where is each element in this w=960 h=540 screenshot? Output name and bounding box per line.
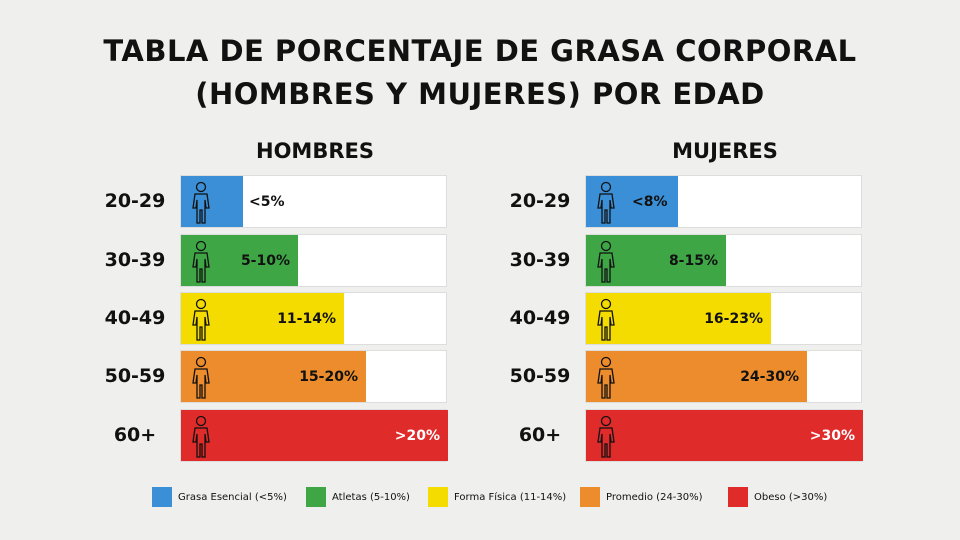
bar-label: 11-14% [277, 311, 336, 327]
bar-track: >30% [585, 409, 863, 462]
bar-label: <5% [249, 194, 285, 210]
bar-track: 8-15% [585, 234, 862, 287]
bar-label: <8% [632, 194, 668, 210]
bar [586, 293, 771, 344]
bar-track: >20% [180, 409, 448, 462]
legend-item: Atletas (5-10%) [306, 487, 410, 507]
legend-item: Obeso (>30%) [728, 487, 827, 507]
person-icon [192, 298, 210, 341]
legend-label: Atletas (5-10%) [332, 491, 410, 503]
age-label: 20-29 [104, 190, 166, 212]
person-icon [192, 181, 210, 224]
person-icon [597, 298, 615, 341]
age-label: 30-39 [509, 249, 571, 271]
bar-label: 15-20% [299, 369, 358, 385]
bar [586, 176, 678, 227]
bar-track: 24-30% [585, 350, 862, 403]
bar-track: <5% [180, 175, 447, 228]
legend-swatch [306, 487, 326, 507]
age-label: 40-49 [509, 307, 571, 329]
bar-label: >30% [809, 428, 855, 444]
panel-title: HOMBRES [256, 139, 374, 163]
age-label: 50-59 [104, 365, 166, 387]
person-icon [597, 356, 615, 399]
legend-swatch [152, 487, 172, 507]
age-label: 60+ [518, 424, 562, 446]
legend-swatch [728, 487, 748, 507]
title: TABLA DE PORCENTAJE DE GRASA CORPORAL [103, 34, 857, 68]
legend-item: Forma Física (11-14%) [428, 487, 566, 507]
bar-label: 5-10% [240, 253, 290, 269]
legend-swatch [428, 487, 448, 507]
bar [181, 293, 344, 344]
bar-track: 11-14% [180, 292, 447, 345]
bar [181, 351, 366, 402]
person-icon [192, 356, 210, 399]
bar-label: 8-15% [668, 253, 718, 269]
bar [586, 410, 863, 461]
bar-label: 24-30% [740, 369, 799, 385]
person-icon [597, 181, 615, 224]
legend-label: Promedio (24-30%) [606, 491, 703, 503]
age-label: 20-29 [509, 190, 571, 212]
bar-track: 5-10% [180, 234, 447, 287]
age-label: 60+ [113, 424, 157, 446]
age-label: 50-59 [509, 365, 571, 387]
bar-track: <8% [585, 175, 862, 228]
legend-label: Grasa Esencial (<5%) [178, 491, 287, 503]
age-label: 30-39 [104, 249, 166, 271]
legend-item: Promedio (24-30%) [580, 487, 703, 507]
bar-label: 16-23% [704, 311, 763, 327]
bar [181, 235, 298, 286]
person-icon [192, 240, 210, 283]
bar [181, 176, 243, 227]
legend-swatch [580, 487, 600, 507]
bar-track: 15-20% [180, 350, 447, 403]
bar [586, 235, 726, 286]
bar-label: >20% [394, 428, 440, 444]
age-label: 40-49 [104, 307, 166, 329]
legend-label: Forma Física (11-14%) [454, 491, 567, 503]
legend-label: Obeso (>30%) [754, 491, 828, 503]
person-icon [597, 240, 615, 283]
bar-track: 16-23% [585, 292, 862, 345]
bar [586, 351, 807, 402]
bar [181, 410, 448, 461]
person-icon [597, 415, 615, 458]
legend-item: Grasa Esencial (<5%) [152, 487, 287, 507]
person-icon [192, 415, 210, 458]
title: (HOMBRES Y MUJERES) POR EDAD [195, 77, 765, 111]
panel-title: MUJERES [672, 139, 778, 163]
